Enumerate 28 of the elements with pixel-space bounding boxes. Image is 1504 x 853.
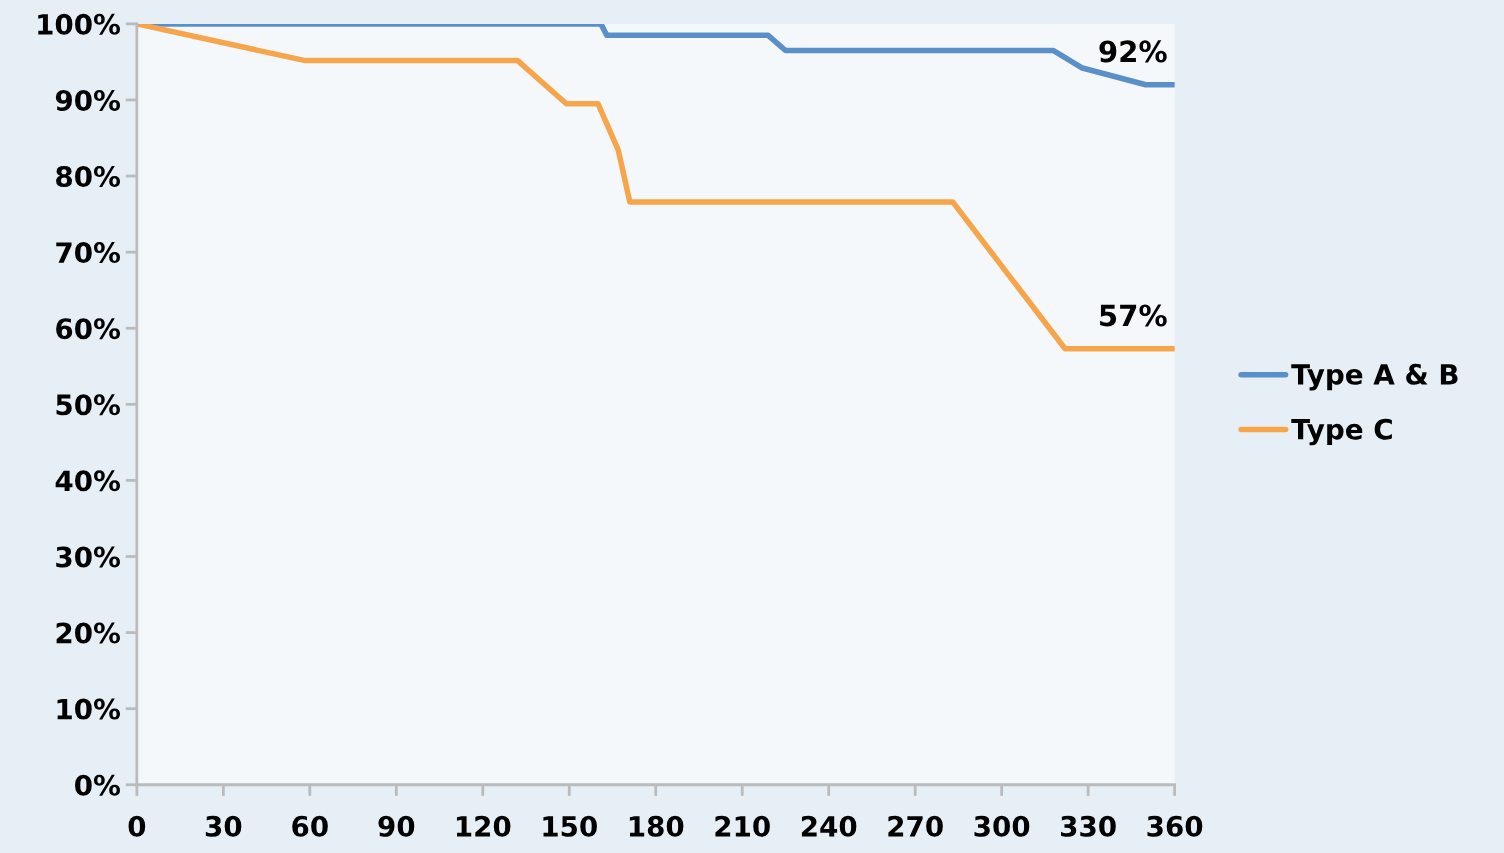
x-tick-label: 360 <box>1147 815 1203 837</box>
y-tick-label: 50% <box>56 394 121 416</box>
x-tick-label: 240 <box>801 815 857 837</box>
x-tick-label: 90 <box>378 815 415 837</box>
y-tick-label: 20% <box>56 622 121 644</box>
y-tick-label: 100% <box>38 13 121 35</box>
x-tick-label: 210 <box>715 815 770 837</box>
x-tick-label: 300 <box>974 815 1030 837</box>
x-tick-label: 30 <box>205 815 242 837</box>
annotation: 57% <box>1100 304 1167 327</box>
x-tick-label: 150 <box>543 815 597 837</box>
y-tick-label: 0% <box>75 774 121 796</box>
x-tick-label: 330 <box>1061 815 1116 837</box>
y-tick-label: 10% <box>57 698 121 720</box>
y-tick-label: 90% <box>55 89 121 111</box>
y-tick-label: 80% <box>56 166 121 188</box>
x-tick-label: 270 <box>888 815 943 837</box>
y-tick-label: 70% <box>56 242 121 264</box>
x-tick-label: 60 <box>292 815 328 837</box>
y-tick-label: 30% <box>56 546 121 568</box>
x-tick-label: 0 <box>128 815 146 837</box>
legend-label: Type A & B <box>1291 363 1458 391</box>
annotation: 92% <box>1099 40 1167 63</box>
x-tick-label: 180 <box>629 815 684 837</box>
x-tick-label: 120 <box>456 815 511 837</box>
y-tick-label: 60% <box>56 318 121 340</box>
y-tick-label: 40% <box>55 470 121 492</box>
legend-label: Type C <box>1291 418 1392 446</box>
